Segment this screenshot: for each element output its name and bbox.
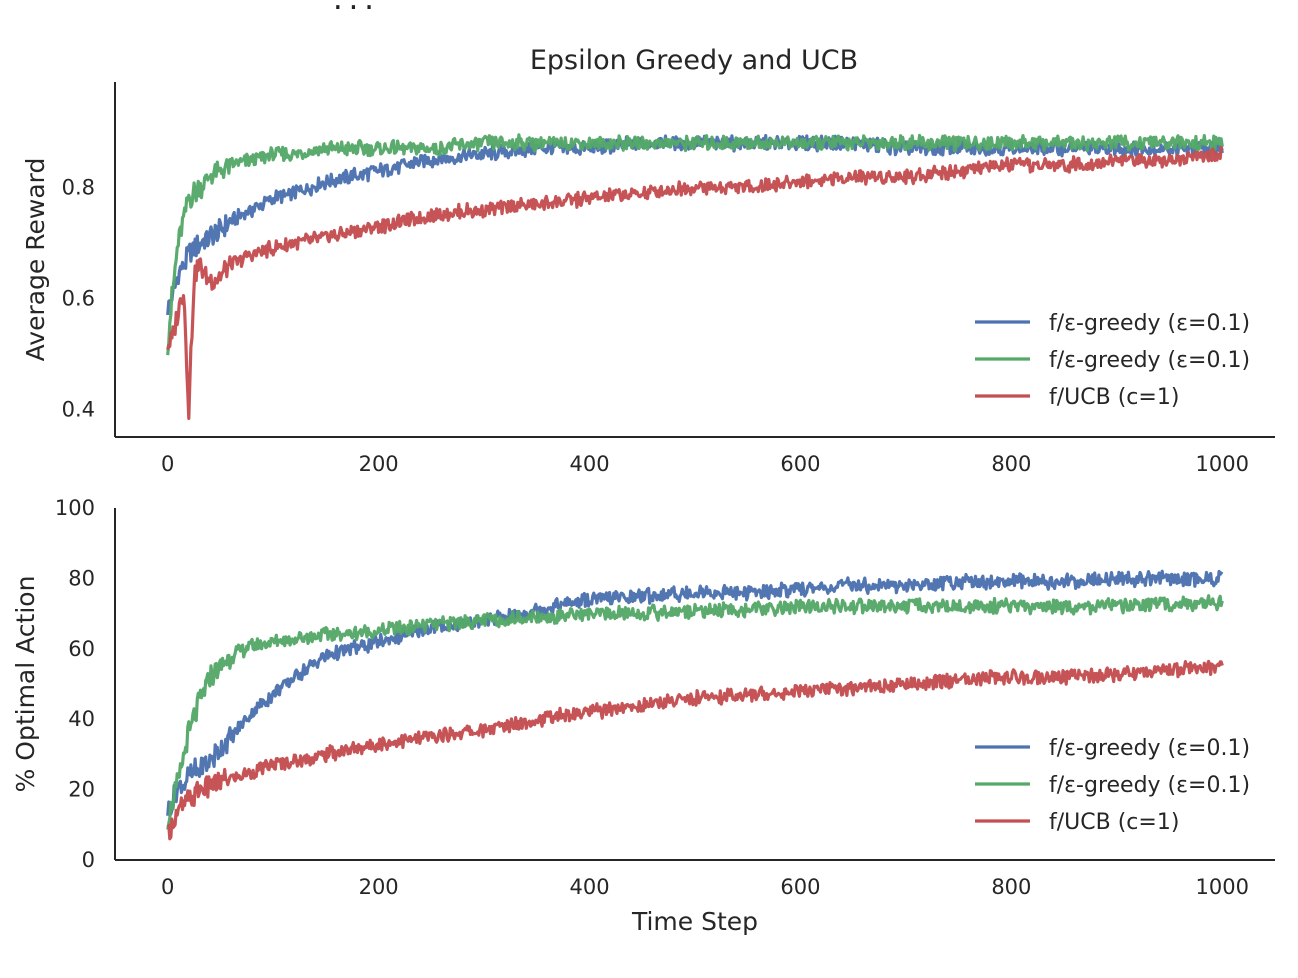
x-tick-label: 1000: [1196, 875, 1249, 899]
cropped-header-text: ...: [330, 0, 1030, 10]
legend-label: f/ε-greedy (ε=0.1): [1049, 348, 1250, 373]
y-tick-label: 80: [68, 566, 95, 590]
panel-2: 0 200 400 600 800 1000 0 20 40 60 80 100 % Optimal A…: [11, 496, 1275, 936]
y-tick-label: 20: [68, 778, 95, 802]
x-tick-label: 600: [780, 875, 820, 899]
y-tick-label: 60: [68, 637, 95, 661]
legend-label: f/ε-greedy (ε=0.1): [1049, 773, 1250, 798]
x-tick-label: 600: [780, 452, 820, 476]
y-tick-label: 0: [82, 848, 95, 872]
x-tick-label: 800: [991, 452, 1031, 476]
y-tick-label: 0.6: [62, 286, 95, 310]
y-axis-label: Average Reward: [21, 158, 50, 362]
series-line-3: [166, 146, 1224, 420]
x-tick-label: 200: [359, 452, 399, 476]
x-tick-label: 0: [161, 452, 174, 476]
x-tick-label: 1000: [1196, 452, 1249, 476]
series-line-2: [166, 594, 1224, 830]
legend-label: f/UCB (c=1): [1049, 810, 1179, 835]
x-tick-label: 800: [991, 875, 1031, 899]
panel-1: 0 200 400 600 800 1000 0.4 0.6 0.8 Average Reward…: [21, 82, 1275, 476]
x-axis-label: Time Step: [631, 907, 758, 936]
y-axis-label: % Optimal Action: [11, 576, 40, 793]
legend-label: f/ε-greedy (ε=0.1): [1049, 736, 1250, 761]
y-tick-label: 100: [55, 496, 95, 520]
x-tick-label: 0: [161, 875, 174, 899]
series-line-1: [166, 569, 1224, 816]
legend-label: f/ε-greedy (ε=0.1): [1049, 311, 1250, 336]
x-tick-label: 200: [359, 875, 399, 899]
chart-title: Epsilon Greedy and UCB: [530, 45, 858, 76]
y-tick-label: 0.8: [62, 175, 95, 199]
legend: f/ε-greedy (ε=0.1) f/ε-greedy (ε=0.1) f/UC…: [975, 736, 1250, 835]
series-line-3: [166, 659, 1224, 841]
x-tick-label: 400: [569, 452, 609, 476]
y-tick-label: 0.4: [62, 397, 95, 421]
series-line-2: [166, 133, 1224, 356]
x-tick-label: 400: [569, 875, 609, 899]
legend-label: f/UCB (c=1): [1049, 385, 1179, 410]
legend: f/ε-greedy (ε=0.1) f/ε-greedy (ε=0.1) f/UC…: [975, 311, 1250, 410]
y-tick-label: 40: [68, 707, 95, 731]
